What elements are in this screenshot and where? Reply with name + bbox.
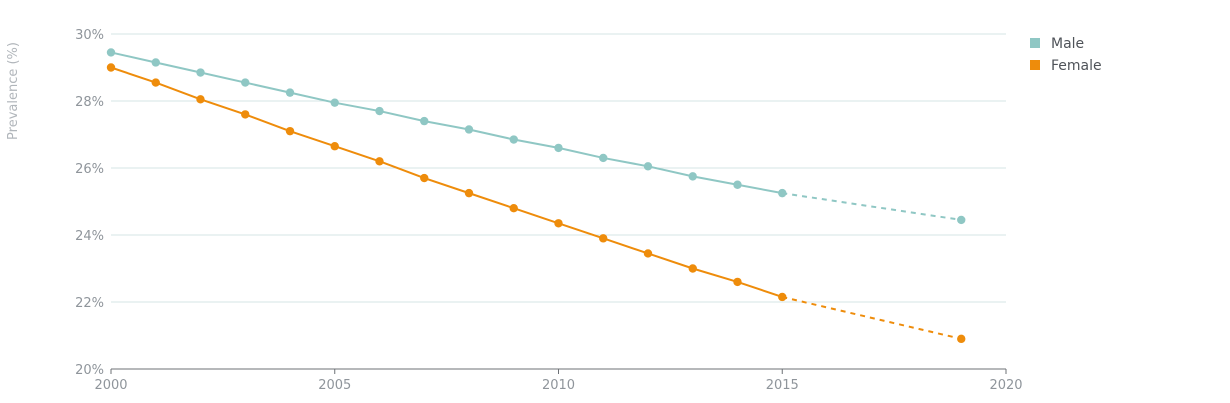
male-data-point xyxy=(241,78,250,87)
female-data-point xyxy=(643,249,653,258)
y-tick-label: 24% xyxy=(75,229,104,244)
female-data-point xyxy=(375,157,384,166)
female-data-point xyxy=(285,126,295,136)
x-tick-label: 2005 xyxy=(318,378,351,393)
male-data-point xyxy=(196,68,205,77)
x-tick-label: 2020 xyxy=(989,378,1022,393)
male-data-point xyxy=(554,143,563,153)
gridlines xyxy=(111,33,1006,303)
female-data-point xyxy=(733,277,742,287)
male-data-point xyxy=(330,98,339,107)
male-data-point xyxy=(509,135,518,144)
x-axis-ticks: 2000 2005 2010 2015 2020 xyxy=(94,369,1023,393)
y-tick-label: 22% xyxy=(75,296,104,311)
male-data-point xyxy=(464,125,474,134)
female-series-line xyxy=(110,66,783,298)
female-data-point xyxy=(330,142,339,151)
y-axis-ticks: 20% 22% 24% 26% 28% 30% xyxy=(75,28,104,378)
female-legend-label: Female xyxy=(1051,58,1102,74)
series-points xyxy=(106,48,966,344)
male-data-point xyxy=(106,48,116,57)
female-data-point xyxy=(241,110,250,119)
male-data-point xyxy=(375,106,384,116)
female-data-point xyxy=(688,264,697,273)
female-data-point xyxy=(778,292,787,302)
male-legend-label: Male xyxy=(1051,36,1084,52)
female-projection-line xyxy=(782,296,962,340)
y-axis-label: Prevalence (%) xyxy=(6,42,21,140)
y-tick-label: 26% xyxy=(75,162,104,177)
male-data-point xyxy=(688,172,697,181)
male-data-point xyxy=(285,88,295,97)
legend: Male Female xyxy=(1030,36,1102,74)
series-lines xyxy=(110,51,962,340)
male-data-point xyxy=(151,58,160,67)
female-data-point xyxy=(554,219,563,228)
male-legend-swatch xyxy=(1030,38,1040,48)
female-data-point xyxy=(599,234,608,243)
female-data-point xyxy=(420,173,429,183)
male-data-point xyxy=(420,116,429,126)
female-data-point xyxy=(464,188,474,198)
x-tick-label: 2010 xyxy=(542,378,575,393)
male-data-point xyxy=(778,188,787,198)
male-data-point xyxy=(957,215,966,225)
y-tick-label: 30% xyxy=(75,28,104,43)
y-tick-label: 28% xyxy=(75,95,104,110)
male-series-line xyxy=(110,51,783,195)
x-tick-label: 2015 xyxy=(766,378,799,393)
female-data-point xyxy=(196,95,205,104)
male-data-point xyxy=(733,180,742,189)
female-data-point xyxy=(957,334,966,344)
male-data-point xyxy=(643,162,653,171)
female-data-point xyxy=(151,78,160,87)
y-tick-label: 20% xyxy=(75,363,104,378)
x-tick-label: 2000 xyxy=(94,378,127,393)
male-projection-line xyxy=(782,192,962,221)
female-data-point xyxy=(106,63,116,72)
female-legend-swatch xyxy=(1030,60,1040,70)
female-data-point xyxy=(509,204,518,213)
male-data-point xyxy=(599,153,608,163)
